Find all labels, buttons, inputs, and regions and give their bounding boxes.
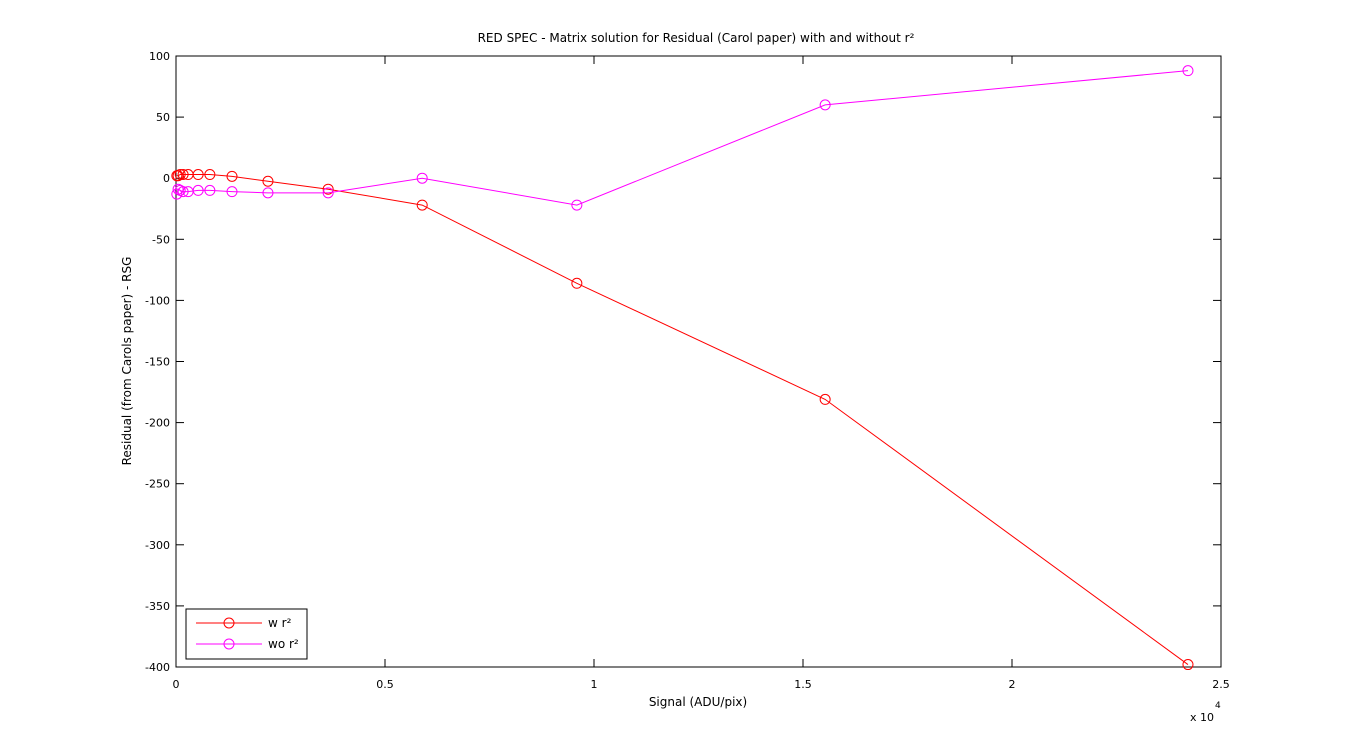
data-point bbox=[177, 169, 189, 181]
y-tick-label: -400 bbox=[145, 661, 170, 674]
x-axis-label: Signal (ADU/pix) bbox=[649, 695, 747, 709]
x-tick-label: 1.5 bbox=[794, 678, 812, 691]
data-point bbox=[192, 184, 204, 196]
data-point bbox=[819, 99, 831, 111]
data-point bbox=[177, 186, 189, 198]
data-point bbox=[416, 199, 428, 211]
data-point bbox=[226, 186, 238, 198]
y-tick-label: -50 bbox=[152, 233, 170, 246]
data-point bbox=[322, 187, 334, 199]
data-point bbox=[322, 183, 334, 195]
data-point bbox=[174, 169, 186, 181]
data-point bbox=[192, 169, 204, 181]
data-point bbox=[226, 170, 238, 182]
y-tick-label: 0 bbox=[163, 172, 170, 185]
y-tick-label: -150 bbox=[145, 356, 170, 369]
data-point bbox=[204, 184, 216, 196]
y-tick-label: 100 bbox=[149, 50, 170, 63]
x-tick-label: 0.5 bbox=[376, 678, 394, 691]
y-tick-label: -300 bbox=[145, 539, 170, 552]
y-tick-label: -250 bbox=[145, 478, 170, 491]
data-point bbox=[571, 277, 583, 289]
y-tick-label: 50 bbox=[156, 111, 170, 124]
legend-box bbox=[185, 608, 308, 660]
legend-marker bbox=[223, 617, 235, 629]
series-line bbox=[176, 174, 1189, 665]
data-point bbox=[1182, 65, 1194, 77]
x-tick-label: 2 bbox=[1009, 678, 1016, 691]
data-point bbox=[172, 183, 184, 195]
x-tick-label: 2.5 bbox=[1212, 678, 1230, 691]
data-point bbox=[171, 188, 183, 200]
data-point bbox=[204, 169, 216, 181]
legend-label: w r² bbox=[268, 616, 292, 630]
plot-frame bbox=[175, 55, 1222, 668]
data-point bbox=[262, 187, 274, 199]
data-point bbox=[571, 199, 583, 211]
x-tick-label: 1 bbox=[591, 678, 598, 691]
data-point bbox=[262, 175, 274, 187]
x-scale-label: x 10 bbox=[1190, 711, 1214, 724]
x-scale-exponent: 4 bbox=[1215, 701, 1221, 711]
y-tick-label: -200 bbox=[145, 417, 170, 430]
x-tick-label: 0 bbox=[173, 678, 180, 691]
data-point bbox=[819, 393, 831, 405]
data-point bbox=[1182, 659, 1194, 671]
legend-label: wo r² bbox=[268, 637, 299, 651]
legend-marker bbox=[223, 638, 235, 650]
y-tick-label: -100 bbox=[145, 294, 170, 307]
data-point bbox=[416, 172, 428, 184]
y-tick-label: -350 bbox=[145, 600, 170, 613]
chart-title: RED SPEC - Matrix solution for Residual … bbox=[478, 31, 915, 45]
y-axis-label: Residual (from Carols paper) - RSG bbox=[120, 257, 134, 466]
